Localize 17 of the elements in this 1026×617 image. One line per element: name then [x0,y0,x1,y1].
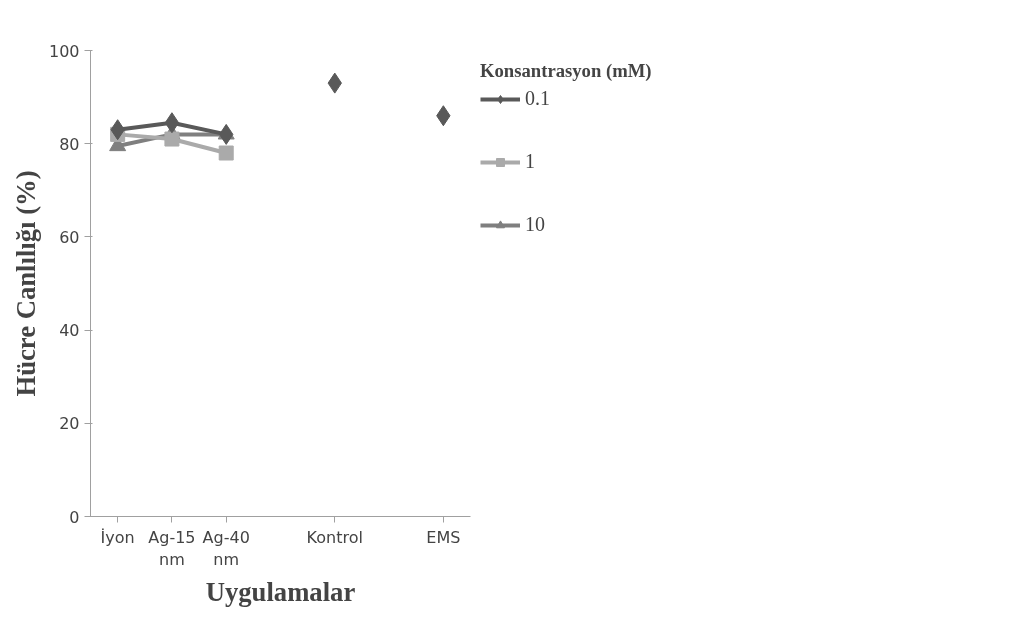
legend-label: 1 [525,150,536,173]
y-tick-label: 40 [59,321,80,341]
y-axis-title: Hücre Canlılığı (%) [10,170,41,397]
x-tick-label: İyon [100,527,135,547]
legend-label: 0.1 [525,87,550,110]
y-tick-label: 80 [59,134,80,154]
x-tick-label: Ag-40 nm [202,527,250,570]
legend-label: 10 [525,213,545,236]
x-tick-label: EMS [426,527,461,547]
y-tick-label: 100 [48,41,80,61]
legend-title: Konsantrasyon (mM) [480,60,652,82]
y-tick-label: 20 [59,414,80,434]
y-tick-label: 60 [59,227,80,247]
x-tick-label: Ag-15 nm [148,527,196,570]
y-tick-label: 0 [69,507,80,527]
x-tick-label: Kontrol [306,527,363,547]
x-axis-title: Uygulamalar [205,577,356,608]
